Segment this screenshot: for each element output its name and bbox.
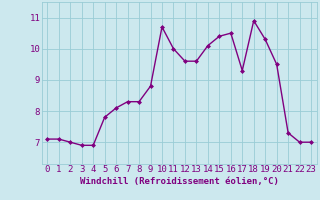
X-axis label: Windchill (Refroidissement éolien,°C): Windchill (Refroidissement éolien,°C)	[80, 177, 279, 186]
